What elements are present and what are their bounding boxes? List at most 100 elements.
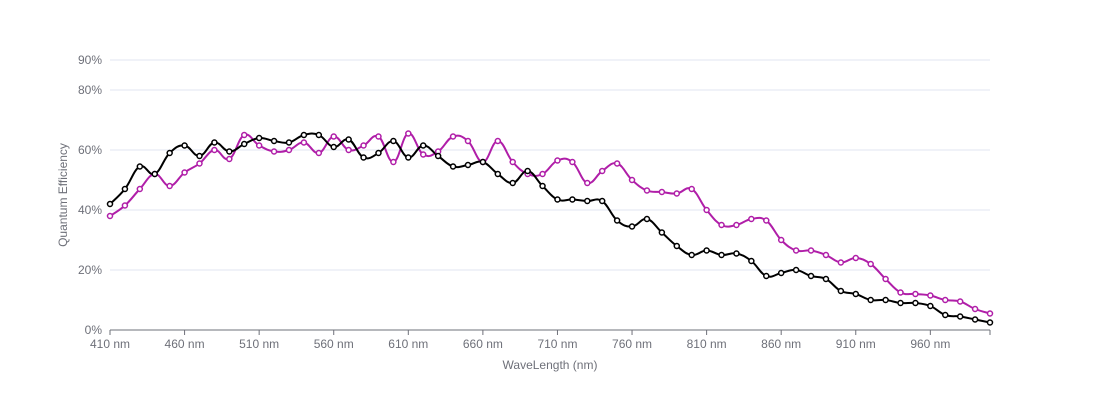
series-2-point [345, 146, 352, 154]
x-tick-label: 910 nm [836, 337, 876, 351]
series-2-point [315, 149, 323, 157]
series-1-point [151, 170, 158, 178]
x-tick-label: 610 nm [388, 337, 428, 351]
y-axis-tick-labels: 0% 20% 40% 60% 80% 90% [78, 53, 102, 337]
series-1-point [971, 316, 979, 323]
series-2-point [688, 185, 695, 193]
series-2-point [986, 310, 994, 317]
series-2-point [658, 188, 666, 196]
series-1-point [554, 196, 561, 203]
series-1-point [166, 149, 173, 157]
series-2-point [569, 158, 576, 166]
series-1-point [524, 167, 531, 175]
series-1-point [464, 161, 472, 169]
series-1-point [807, 272, 815, 280]
series-1-point [181, 142, 188, 149]
series-1-point [300, 131, 308, 139]
series-1-point [942, 311, 949, 319]
x-tick-label: 510 nm [239, 337, 279, 351]
series-points [106, 130, 994, 326]
grid-lines [110, 59, 990, 271]
series-1-point [867, 296, 874, 304]
series-2-point [375, 133, 382, 140]
series-2-point [285, 146, 293, 154]
series-1-point [375, 149, 382, 157]
series-2-point [270, 148, 278, 155]
series-2-point [464, 137, 472, 145]
series-1-point [211, 139, 218, 146]
series-2-point [912, 290, 919, 298]
x-axis-title: WaveLength (nm) [503, 358, 598, 372]
series-2-point [643, 187, 651, 194]
series-2-point [539, 170, 546, 178]
series-1-point [748, 257, 755, 265]
series-1-point [330, 143, 337, 151]
series-1-point [897, 299, 904, 307]
x-tick-label: 860 nm [761, 337, 801, 351]
series-1-point [449, 163, 457, 170]
x-axis-tick-labels: 410 nm 460 nm 510 nm 560 nm 610 nm 660 nm 710 … [90, 337, 950, 351]
series-1-point [569, 196, 576, 203]
series-2-point [718, 221, 725, 229]
series-1-point [494, 170, 502, 178]
series-1-point [434, 152, 442, 160]
series-2-point [971, 305, 979, 313]
series-2-point [584, 179, 591, 187]
series-1-point [509, 179, 516, 187]
x-tick-label: 560 nm [314, 337, 354, 351]
y-tick-label: 90% [78, 53, 102, 67]
series-2-point [673, 190, 681, 197]
series-2-point [897, 289, 904, 296]
series-1-point [718, 251, 725, 259]
series-2-point [196, 160, 203, 167]
series-2-point [628, 176, 636, 184]
series-2-point [390, 158, 397, 166]
series-1-point [315, 131, 323, 139]
series-2-point [360, 142, 367, 149]
series-2-point [703, 206, 710, 214]
series-2-point [927, 292, 934, 299]
series-1-point [733, 250, 740, 257]
x-tick-label: 960 nm [910, 337, 950, 351]
series-1-point [121, 185, 129, 193]
series-1-point [822, 275, 830, 283]
series-2-point [613, 160, 621, 167]
series-2-point [255, 142, 263, 149]
x-tick-label: 460 nm [165, 337, 205, 351]
y-axis-title: Quantum Efficiency [56, 143, 70, 247]
x-axis-ticks [109, 330, 991, 335]
series-1-point [405, 154, 412, 161]
y-tick-label: 0% [85, 323, 103, 337]
series-2-point [121, 202, 129, 209]
series-1-point [986, 319, 994, 326]
series-1-point [136, 163, 144, 170]
series-1-point [270, 137, 278, 145]
series-2-point [449, 133, 457, 140]
series-2-point [181, 169, 188, 176]
series-2-point [554, 157, 561, 164]
series-1-point [688, 251, 695, 259]
series-1-point [792, 266, 800, 274]
series-2-point [852, 254, 860, 262]
series-2-point [822, 251, 830, 259]
series-1-point [912, 299, 919, 307]
series-1-point [628, 223, 636, 230]
series-1-point [643, 215, 651, 223]
series-1-point [703, 247, 710, 254]
series-1-point [345, 136, 352, 143]
series-2-point [763, 217, 770, 224]
series-2-point [956, 298, 964, 305]
series-1-point [285, 139, 293, 146]
series-1-point [196, 152, 203, 160]
series-1-point [255, 134, 263, 142]
series-2-point [807, 247, 815, 254]
series-2-point [748, 215, 755, 223]
x-tick-label: 410 nm [90, 337, 130, 351]
series-2-point [405, 130, 412, 137]
series-1-point [106, 200, 114, 208]
y-tick-label: 60% [78, 143, 102, 157]
series-1-point [419, 142, 427, 149]
series-1-point [763, 272, 770, 280]
y-tick-label: 20% [78, 263, 102, 277]
